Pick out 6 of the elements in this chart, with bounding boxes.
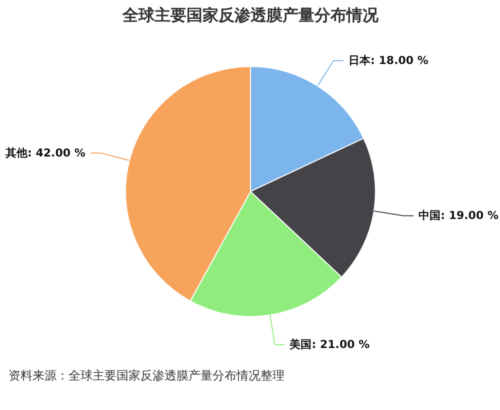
slice-label: 日本: 18.00 %: [348, 54, 428, 68]
slice-label: 美国: 21.00 %: [288, 338, 370, 352]
slice-label: 中国: 19.00 %: [418, 209, 498, 222]
text: 资料来源：全球主要国家反渗透膜产量分布情况整理: [8, 368, 284, 382]
chart-title: 全球主要国家反渗透膜产量分布情况: [122, 6, 380, 24]
slice-label: 其他: 42.00 %: [4, 146, 86, 160]
